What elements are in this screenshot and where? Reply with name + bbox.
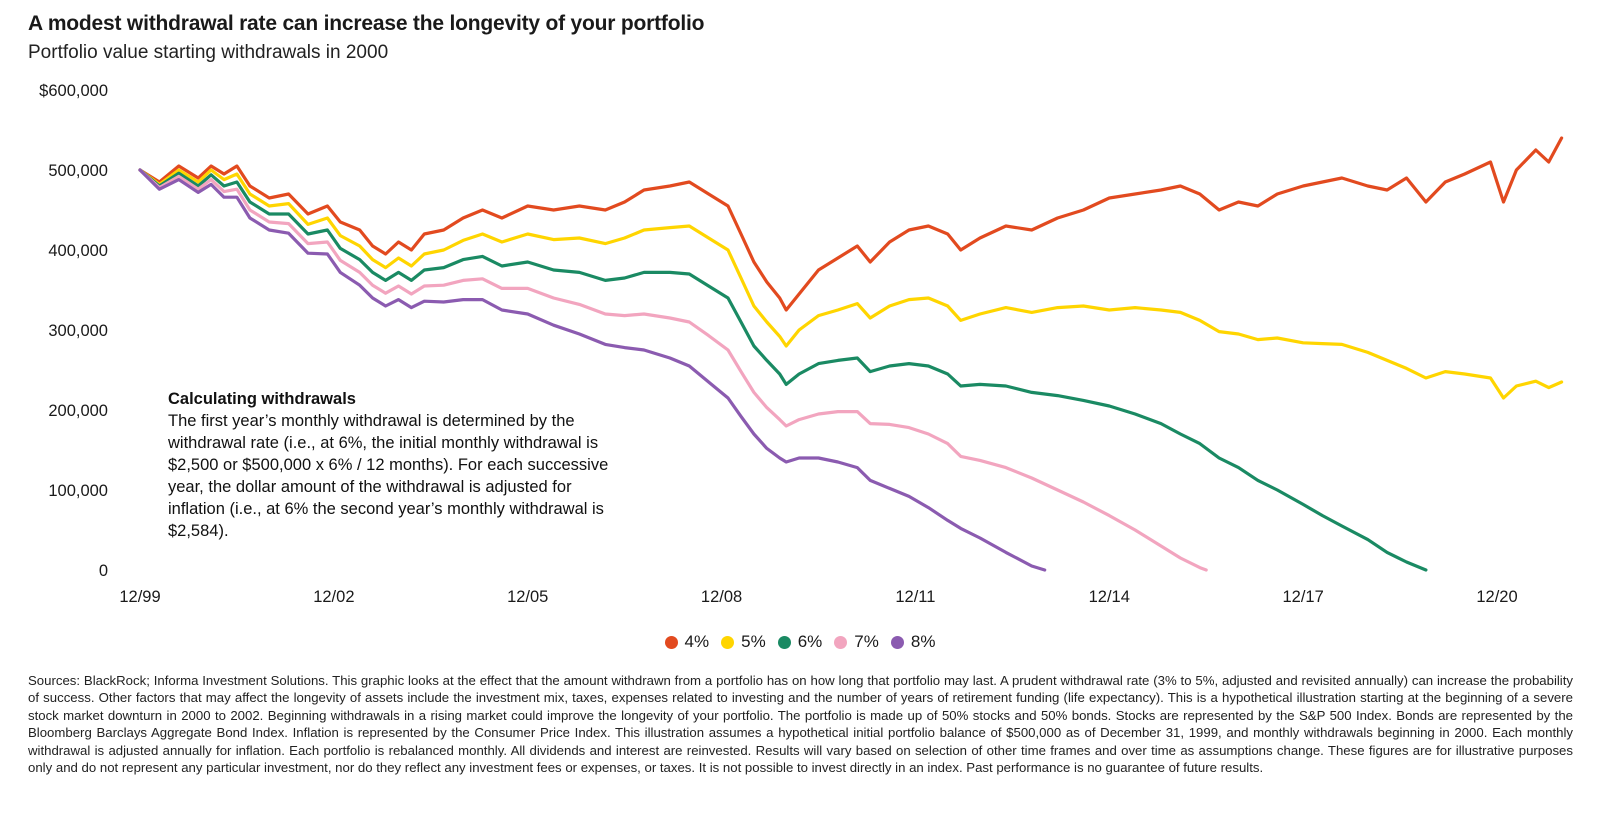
chart-legend: 4% 5% 6% 7% 8% [0,632,1600,652]
legend-label: 6% [797,632,823,651]
legend-item-7pct: 7% [834,632,879,652]
x-tick-label: 12/08 [701,588,742,606]
y-tick-label: 400,000 [48,242,108,260]
series-line-5pct [138,168,1564,400]
note-title: Calculating withdrawals [168,390,356,408]
legend-label: 4% [684,632,710,651]
y-tick-label: 300,000 [48,322,108,340]
x-tick-label: 12/02 [313,588,354,606]
legend-swatch [721,635,735,649]
note-body: The first year’s monthly withdrawal is d… [168,412,609,540]
x-tick-label: 12/11 [895,588,935,606]
legend-swatch [777,635,791,649]
series-line-4pct [138,136,1564,312]
legend-item-6pct: 6% [777,632,823,652]
y-tick-label: 100,000 [48,482,108,500]
line-chart: 0 100,000 200,000 300,000 400,000 500,000 $600… [39,82,1564,606]
x-tick-label: 12/05 [507,588,548,606]
chart-title: A modest withdrawal rate can increase th… [28,12,705,35]
x-tick-label: 12/17 [1282,588,1323,606]
y-tick-label: 0 [99,562,108,580]
legend-item-4pct: 4% [664,632,710,652]
y-tick-label: 500,000 [48,162,108,180]
y-tick-label: $600,000 [39,82,108,100]
x-tick-label: 12/14 [1089,588,1130,606]
series-line-8pct [138,168,1047,572]
legend-item-5pct: 5% [721,632,766,652]
series-line-6pct [138,168,1428,572]
y-tick-label: 200,000 [48,402,108,420]
sources-footnote: Sources: BlackRock; Informa Investment S… [28,673,1573,776]
legend-label: 7% [854,632,879,651]
series-line-7pct [138,168,1208,572]
x-tick-label: 12/20 [1476,588,1517,606]
x-tick-label: 12/99 [119,588,160,606]
calculation-note: Calculating withdrawals The first year’s… [168,388,618,542]
legend-label: 8% [910,632,936,651]
legend-item-8pct: 8% [890,632,936,652]
legend-swatch [890,635,904,649]
legend-swatch [834,635,848,649]
legend-swatch [664,635,678,649]
chart-subtitle: Portfolio value starting withdrawals in … [28,42,389,63]
legend-label: 5% [741,632,766,651]
